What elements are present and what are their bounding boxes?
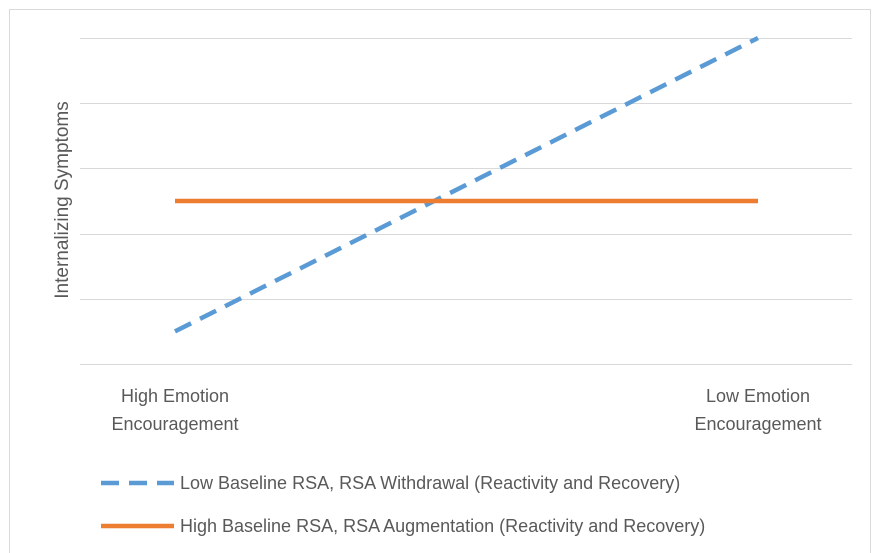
legend: Low Baseline RSA, RSA Withdrawal (Reacti… — [101, 473, 705, 536]
y-axis-label: Internalizing Symptoms — [52, 101, 73, 298]
x-tick-label: Low Emotion — [706, 386, 810, 406]
chart-border — [9, 9, 871, 553]
series-layer — [173, 35, 760, 334]
gridlines — [80, 38, 852, 365]
x-tick-labels: High Emotion Encouragement Low Emotion Enco… — [111, 386, 821, 434]
x-tick-label: High Emotion — [121, 386, 229, 406]
legend-label-2: High Baseline RSA, RSA Augmentation (Rea… — [180, 516, 705, 536]
x-tick-label: Encouragement — [694, 414, 821, 434]
x-tick-label: Encouragement — [111, 414, 238, 434]
legend-label-1: Low Baseline RSA, RSA Withdrawal (Reacti… — [180, 473, 680, 493]
series-line-1 — [173, 35, 760, 334]
